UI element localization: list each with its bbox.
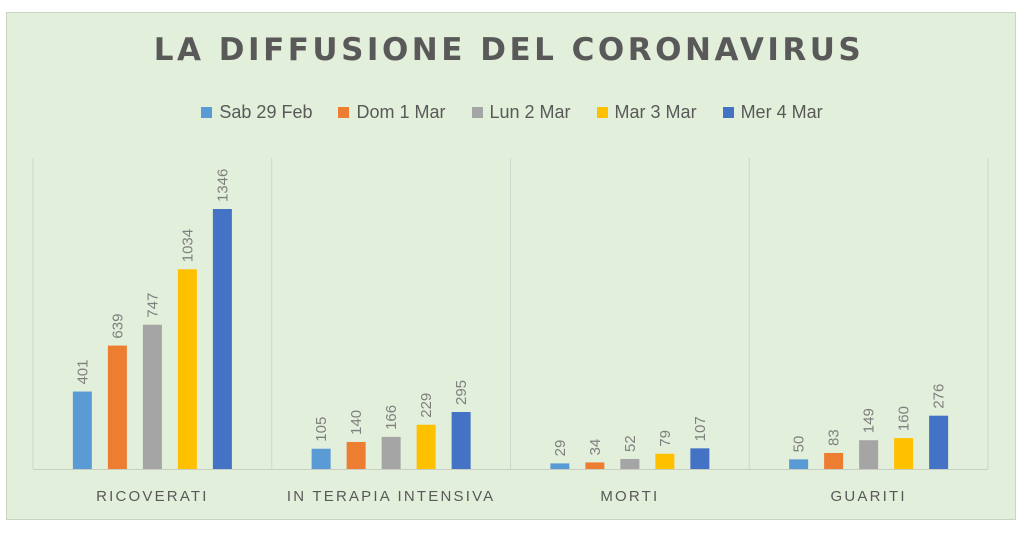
data-label: 34 [587, 439, 604, 456]
bar [72, 391, 92, 469]
bar [311, 448, 331, 469]
legend-swatch [338, 107, 350, 118]
data-label: 140 [348, 410, 365, 435]
bar [585, 462, 605, 469]
chart-title: LA DIFFUSIONE DEL CORONAVIRUS [153, 32, 865, 68]
legend-label: Mar 3 Mar [614, 102, 697, 122]
bar [451, 412, 471, 469]
bar [859, 440, 879, 469]
bar [690, 448, 710, 469]
bar [550, 463, 570, 469]
legend-item: Sab 29 Feb [201, 102, 312, 123]
data-label: 639 [109, 314, 126, 339]
bar [177, 269, 197, 469]
bar [894, 438, 914, 469]
legend-label: Lun 2 Mar [489, 102, 571, 122]
legend-label: Mer 4 Mar [740, 102, 823, 122]
data-label: 107 [692, 416, 709, 441]
bar [416, 424, 436, 469]
data-label: 83 [826, 429, 843, 446]
legend-item: Dom 1 Mar [338, 102, 446, 123]
legend-item: Mar 3 Mar [596, 102, 697, 123]
data-label: 29 [552, 440, 569, 457]
bar [107, 345, 127, 469]
bar [212, 209, 232, 469]
legend-item: Lun 2 Mar [471, 102, 571, 123]
data-label: 79 [657, 430, 674, 447]
data-label: 149 [861, 408, 878, 433]
category-label: GUARITI [831, 488, 907, 505]
bar [142, 324, 162, 469]
legend-swatch [471, 107, 483, 118]
data-label: 52 [622, 435, 639, 452]
category-label: RICOVERATI [96, 488, 209, 505]
data-label: 1034 [179, 229, 196, 262]
legend-item: Mer 4 Mar [722, 102, 823, 123]
data-label: 295 [453, 380, 470, 405]
legend-label: Dom 1 Mar [356, 102, 446, 122]
legend-swatch [722, 107, 734, 118]
bar [824, 452, 844, 469]
category-label: MORTI [600, 488, 659, 505]
data-label: 401 [74, 360, 91, 385]
data-label: 1346 [214, 169, 231, 202]
data-label: 229 [418, 393, 435, 418]
data-label: 160 [896, 406, 913, 431]
legend-label: Sab 29 Feb [219, 102, 313, 122]
data-label: 105 [313, 417, 330, 442]
data-label: 166 [383, 405, 400, 430]
bar [346, 441, 366, 469]
bar [381, 436, 401, 469]
bar [929, 415, 949, 469]
legend-swatch [201, 107, 213, 118]
category-label: IN TERAPIA INTENSIVA [287, 488, 496, 505]
data-label: 276 [931, 384, 948, 409]
chart-legend: Sab 29 Feb Dom 1 Mar Lun 2 Mar Mar 3 Mar Mer… [0, 102, 1024, 123]
data-label: 747 [144, 293, 161, 318]
legend-swatch [596, 107, 608, 118]
bar [620, 458, 640, 469]
bar [655, 453, 675, 469]
data-label: 50 [791, 436, 808, 453]
bar [789, 459, 809, 469]
